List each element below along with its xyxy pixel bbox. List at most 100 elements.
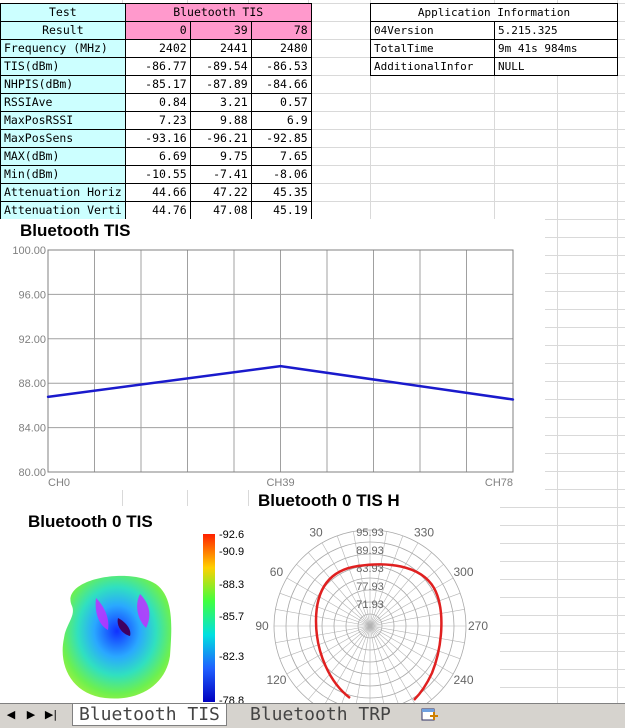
polar-spoke	[369, 625, 399, 703]
polar-spoke	[369, 625, 465, 643]
table-row: Attenuation Verti 44.76 47.08 45.19	[0, 201, 312, 220]
value-cell[interactable]: -89.54	[189, 57, 252, 76]
angle-label: 270	[468, 619, 488, 633]
radial-label: 95.93	[356, 527, 384, 539]
polar-spoke	[369, 564, 444, 627]
value-cell[interactable]: -7.41	[189, 165, 252, 184]
value-cell[interactable]: 7.23	[124, 111, 191, 130]
angle-label: 30	[309, 525, 323, 539]
value-cell[interactable]: 45.19	[250, 201, 312, 220]
value-cell[interactable]: -92.85	[250, 129, 312, 148]
tis-line-chart[interactable]: Bluetooth TIS 100.00 96.00 92.00 88.00 84.00…	[0, 219, 545, 490]
polar-spoke	[336, 535, 371, 627]
row-label-cell[interactable]: Attenuation Horiz	[0, 183, 126, 202]
polar-spoke	[296, 564, 371, 627]
value-cell[interactable]: 7.65	[250, 147, 312, 166]
value-cell[interactable]: -8.06	[250, 165, 312, 184]
last-sheet-button[interactable]: ▶|	[44, 708, 58, 721]
series-point	[511, 398, 515, 401]
row-label-cell[interactable]: TIS(dBm)	[0, 57, 126, 76]
value-cell[interactable]: -86.77	[124, 57, 191, 76]
value-cell[interactable]: -85.17	[124, 75, 191, 94]
value-cell[interactable]: 6.69	[124, 147, 191, 166]
value-cell[interactable]: 6.9	[250, 111, 312, 130]
polar-spoke	[296, 625, 371, 688]
spreadsheet-area[interactable]: Test Bluetooth TIS Result 0 39 78 Freque…	[0, 0, 625, 703]
value-cell[interactable]: 9.88	[189, 111, 252, 130]
y-tick-label: 96.00	[18, 289, 46, 301]
info-value-cell[interactable]: 9m 41s 984ms	[494, 39, 618, 58]
value-cell[interactable]: 45.35	[250, 183, 312, 202]
value-cell[interactable]: 0.84	[124, 93, 191, 112]
colorbar-label: -85.7	[219, 611, 244, 623]
row-label-cell[interactable]: Attenuation Verti	[0, 201, 126, 220]
info-key-cell[interactable]: AdditionalInfor	[370, 57, 495, 76]
value-cell[interactable]: 2480	[250, 39, 312, 58]
angle-label: 120	[266, 673, 286, 687]
y-tick-label: 80.00	[18, 467, 46, 479]
row-label-cell[interactable]: NHPIS(dBm)	[0, 75, 126, 94]
value-cell[interactable]: -87.89	[189, 75, 252, 94]
info-value-cell[interactable]: 5.215.325	[494, 21, 618, 40]
tis-3d-pattern-chart[interactable]: Bluetooth 0 TIS	[0, 506, 250, 703]
row-label-cell[interactable]: Min(dBm)	[0, 165, 126, 184]
value-cell[interactable]: 0.57	[250, 93, 312, 112]
polar-spoke	[369, 625, 384, 703]
pattern-chart-title: Bluetooth 0 TIS	[28, 512, 153, 531]
colorbar-label: -92.6	[219, 529, 244, 541]
row-label-cell[interactable]: MaxPosRSSI	[0, 111, 126, 130]
group-title-cell[interactable]: Bluetooth TIS	[124, 3, 312, 22]
row-label-cell[interactable]: RSSIAve	[0, 93, 126, 112]
value-cell[interactable]: -86.53	[250, 57, 312, 76]
info-key-cell[interactable]: 04Version	[370, 21, 495, 40]
polar-spoke	[369, 625, 461, 660]
value-cell[interactable]: 44.66	[124, 183, 191, 202]
info-value-cell[interactable]: NULL	[494, 57, 618, 76]
value-cell[interactable]: -10.55	[124, 165, 191, 184]
polar-spoke	[356, 625, 371, 703]
value-cell[interactable]: 2402	[124, 39, 191, 58]
polar-spoke	[369, 531, 387, 627]
first-sheet-button[interactable]: ◀	[6, 708, 16, 721]
channel-header-cell[interactable]: 39	[189, 21, 252, 40]
y-tick-label: 92.00	[18, 334, 46, 346]
sheet-tab-bar: ◀ ▶ ▶| Bluetooth TIS Bluetooth TRP	[0, 703, 625, 728]
info-key-cell[interactable]: TotalTime	[370, 39, 495, 58]
tab-bluetooth-trp[interactable]: Bluetooth TRP	[250, 704, 391, 725]
result-header-cell[interactable]: Result	[0, 21, 126, 40]
row-label-cell[interactable]: Frequency (MHz)	[0, 39, 126, 58]
value-cell[interactable]: 44.76	[124, 201, 191, 220]
next-sheet-button[interactable]: ▶	[26, 708, 36, 721]
value-cell[interactable]: 2441	[189, 39, 252, 58]
polar-spoke	[279, 592, 371, 627]
radial-label: 71.93	[356, 599, 384, 611]
value-cell[interactable]: 47.22	[189, 183, 252, 202]
polar-spoke	[369, 609, 465, 627]
polar-spoke	[286, 625, 371, 675]
pattern-null-left	[95, 598, 109, 630]
value-cell[interactable]: -84.66	[250, 75, 312, 94]
tis-polar-chart[interactable]: Bluetooth 0 TIS H 95.93 89.93 83.93 77.93 71…	[250, 488, 500, 703]
polar-spoke	[369, 542, 419, 627]
polar-spoke	[369, 625, 454, 675]
polar-spoke	[369, 625, 444, 688]
column-line	[557, 0, 558, 703]
polar-spoke	[353, 531, 371, 627]
value-cell[interactable]: -93.16	[124, 129, 191, 148]
row-label-cell[interactable]: MAX(dBm)	[0, 147, 126, 166]
channel-header-cell[interactable]: 78	[250, 21, 312, 40]
test-header-cell[interactable]: Test	[0, 3, 126, 22]
value-cell[interactable]: 47.08	[189, 201, 252, 220]
pattern-null-right	[137, 594, 150, 628]
value-cell[interactable]: 9.75	[189, 147, 252, 166]
table-row: Frequency (MHz) 2402 2441 2480	[0, 39, 312, 58]
channel-header-cell[interactable]: 0	[124, 21, 191, 40]
row-label-cell[interactable]: MaxPosSens	[0, 129, 126, 148]
tab-bluetooth-tis[interactable]: Bluetooth TIS	[72, 704, 227, 726]
polar-spoke	[341, 625, 371, 703]
insert-sheet-icon[interactable]	[420, 707, 440, 723]
value-cell[interactable]: -96.21	[189, 129, 252, 148]
value-cell[interactable]: 3.21	[189, 93, 252, 112]
info-title-cell[interactable]: Application Information	[370, 3, 618, 22]
